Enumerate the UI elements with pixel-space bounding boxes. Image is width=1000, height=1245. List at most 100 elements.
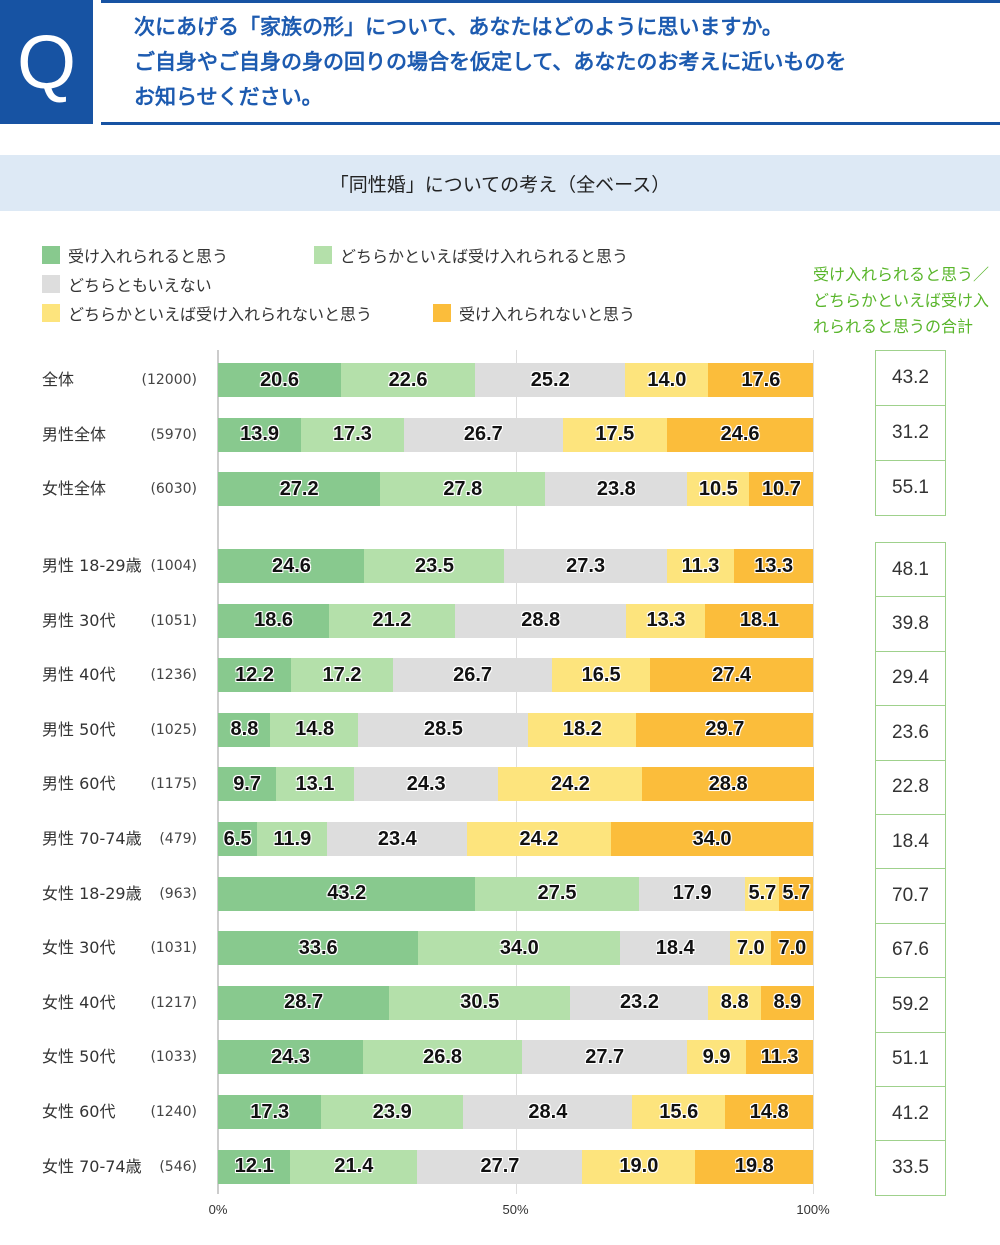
total-cell: 41.2 (875, 1086, 946, 1142)
total-cell: 55.1 (875, 460, 946, 516)
bar-segment: 23.9 (320, 1095, 464, 1129)
legend-swatch (42, 304, 60, 322)
legend-swatch (433, 304, 451, 322)
bar-segment: 15.6 (632, 1095, 726, 1129)
bar-segment: 9.7 (218, 767, 277, 802)
row-label: 女性 60代 (42, 1102, 116, 1121)
bar-segment: 17.3 (300, 417, 405, 452)
total-cell: 23.6 (875, 705, 946, 761)
bar-segment: 24.3 (218, 1040, 364, 1075)
row-n: (1033) (150, 1049, 197, 1066)
row-n: (1236) (150, 667, 197, 684)
legend-item: どちらかといえば受け入れられないと思う (42, 301, 372, 325)
row-n: (1240) (150, 1104, 197, 1120)
legend-item: どちらかといえば受け入れられると思う (314, 243, 628, 267)
row-label: 男性 70-74歳 (42, 829, 142, 848)
bar-segment: 17.2 (290, 658, 394, 693)
bar-segment: 24.2 (498, 767, 643, 802)
bar-segment: 30.5 (388, 985, 571, 1020)
total-cell: 51.1 (875, 1031, 946, 1087)
legend-swatch (42, 275, 60, 293)
bar-segment: 28.5 (358, 712, 529, 747)
bar-segment: 7.0 (729, 931, 772, 966)
row-n: (1025) (150, 721, 197, 738)
row-label: 男性 50代 (42, 719, 116, 739)
question-line: お知らせください。 (134, 85, 323, 109)
total-cell: 43.2 (875, 350, 946, 406)
row-n: (1051) (150, 612, 197, 629)
bar-segment: 28.8 (642, 767, 815, 802)
bar-segment: 27.7 (417, 1149, 583, 1184)
header-bottom-rule (101, 122, 1000, 125)
legend-label: 受け入れられると思う (68, 247, 229, 266)
bar-segment: 26.7 (392, 658, 553, 693)
bar-segment: 17.9 (638, 876, 746, 911)
row-label: 女性 70-74歳 (42, 1156, 142, 1176)
bar-segment: 34.0 (417, 931, 621, 966)
row-label: 男性 30代 (42, 610, 116, 630)
bar-segment: 24.6 (666, 417, 814, 452)
chart-title: 「同性婚」についての考え（全ベース） (329, 173, 671, 196)
bar-segment: 9.9 (686, 1040, 747, 1075)
total-cell: 22.8 (875, 759, 946, 815)
chart-title-band: 「同性婚」についての考え（全ベース） (0, 155, 1000, 211)
bar-segment: 8.8 (218, 712, 271, 747)
bar-segment: 24.6 (218, 549, 365, 583)
total-cell: 31.2 (875, 405, 946, 461)
bar-segment: 25.2 (475, 363, 626, 397)
bar-segment: 14.8 (270, 712, 359, 747)
row-n: (963) (159, 885, 197, 902)
bar-segment: 21.2 (328, 603, 456, 638)
row-label: 男性 60代 (42, 774, 116, 794)
bar-segment: 17.3 (218, 1095, 322, 1129)
x-tick-label: 0% (208, 1202, 228, 1217)
bar-segment: 34.0 (610, 822, 814, 856)
bar-segment: 27.8 (379, 472, 546, 507)
bar-segment: 27.5 (475, 876, 640, 911)
bar-segment: 11.3 (666, 549, 735, 583)
x-tick-label: 50% (502, 1202, 529, 1217)
bar-segment: 19.8 (695, 1149, 814, 1184)
bar-segment: 20.6 (218, 363, 342, 397)
row-label: 男性 18-29歳 (42, 556, 142, 575)
row-label: 男性全体 (42, 424, 107, 444)
question-badge: Q (0, 0, 93, 124)
bar-segment: 17.5 (562, 417, 668, 452)
row-n: (12000) (141, 372, 197, 388)
row-n: (1217) (150, 994, 197, 1011)
bar-segment: 11.9 (256, 822, 328, 856)
legend-swatch (314, 246, 332, 264)
row-n: (479) (159, 831, 197, 847)
bar-segment: 28.7 (218, 985, 390, 1020)
row-label: 女性全体 (42, 479, 107, 499)
row-label: 男性 40代 (42, 665, 116, 685)
bar-segment: 13.1 (275, 767, 355, 802)
bar-segment: 22.6 (340, 363, 476, 397)
bar-segment: 43.2 (218, 876, 476, 911)
bar-segment: 8.8 (708, 985, 762, 1020)
bar-segment: 17.6 (708, 363, 814, 397)
bar-segment: 18.2 (527, 712, 637, 747)
bar-segment: 10.7 (749, 472, 814, 507)
bar-segment: 27.4 (649, 658, 814, 693)
bar-segment: 28.4 (463, 1095, 633, 1129)
row-n: (546) (159, 1158, 197, 1175)
bar-segment: 13.9 (218, 417, 302, 452)
bar-segment: 5.7 (745, 876, 780, 911)
bar-segment: 27.2 (218, 472, 381, 507)
bar-segment: 24.3 (353, 767, 499, 802)
bar-segment: 10.5 (686, 472, 750, 507)
total-cell: 59.2 (875, 977, 946, 1033)
legend-label: どちらかといえば受け入れられると思う (340, 247, 629, 266)
total-cell: 48.1 (875, 542, 946, 598)
bar-segment: 14.8 (724, 1095, 814, 1129)
bar-segment: 29.7 (636, 712, 814, 747)
bar-segment: 6.5 (218, 822, 258, 856)
row-label: 女性 40代 (42, 992, 116, 1012)
row-label: 女性 50代 (42, 1047, 116, 1067)
bar-segment: 7.0 (771, 931, 814, 966)
row-n: (6030) (150, 481, 197, 498)
bar-segment: 26.7 (403, 417, 563, 452)
header-top-rule (101, 0, 1000, 3)
